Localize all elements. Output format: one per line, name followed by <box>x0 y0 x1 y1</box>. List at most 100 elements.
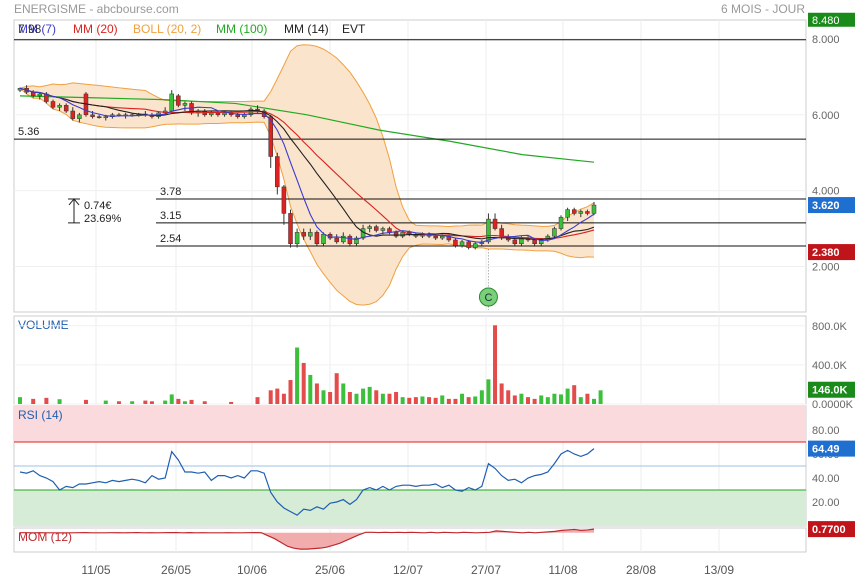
volume-bar <box>512 395 517 404</box>
top-price-badge <box>808 12 855 27</box>
candle-body <box>103 116 109 118</box>
volume-bar <box>453 398 458 404</box>
volume-bar <box>407 397 412 404</box>
x-tick-label: 11/05 <box>81 563 110 577</box>
volume-bar <box>532 398 537 404</box>
volume-bar <box>334 373 339 404</box>
candle-body <box>70 110 76 119</box>
panel-border-1 <box>13 315 807 405</box>
volume-bar <box>176 398 181 404</box>
rsi-title: RSI (14) <box>18 408 63 422</box>
volume-bar <box>473 396 478 404</box>
volume-bar <box>314 383 319 404</box>
price-tick-label: 4.000 <box>812 186 840 198</box>
x-tick-label: 27/07 <box>471 563 501 577</box>
candle-body <box>294 232 300 244</box>
volume-bar <box>374 390 379 404</box>
candle-body <box>341 235 346 243</box>
x-tick-label: 13/09 <box>704 563 734 577</box>
volume-tick-label: 800.0K <box>812 321 848 333</box>
candle-body <box>321 234 326 244</box>
x-tick-label: 12/07 <box>393 563 423 577</box>
candle-body <box>314 232 320 244</box>
price-panel: 8.000 6.000 4.000 2.000 5.36 3.78 3.15 2.54 0.74… <box>14 12 855 310</box>
range-percent-label: 23.69% <box>84 213 122 225</box>
volume-bar <box>341 383 346 404</box>
volume-bar <box>493 325 498 404</box>
volume-bar <box>552 393 557 404</box>
volume-title: VOLUME <box>18 318 69 332</box>
volume-last-badge-text: 146.0K <box>812 385 848 397</box>
x-axis: 11/05 26/05 10/06 25/06 12/07 27/07 11/08 28/08… <box>81 563 734 577</box>
mm100-line <box>19 95 595 163</box>
x-tick-label: 26/05 <box>161 563 191 577</box>
volume-tick-label: 400.0K <box>812 360 848 372</box>
volume-bar <box>143 400 148 404</box>
candle-body <box>440 235 445 239</box>
volume-bar <box>44 397 49 404</box>
volume-bar <box>565 388 570 404</box>
legend-item: MM (7) <box>18 22 56 36</box>
candle-body <box>466 241 471 248</box>
volume-bar <box>380 393 385 404</box>
volume-bar <box>506 390 511 404</box>
candle-body <box>90 114 95 117</box>
volume-bar <box>400 397 405 404</box>
candle-body <box>275 156 280 188</box>
candle-body <box>169 93 174 112</box>
candle-body <box>393 232 399 237</box>
candle-body <box>235 114 240 117</box>
candle-body <box>552 228 557 237</box>
volume-last-badge <box>808 381 855 398</box>
volume-bar <box>281 393 286 404</box>
candle-body <box>532 239 537 244</box>
volume-bar <box>189 399 194 404</box>
range-amount-label: 0.74€ <box>84 200 112 212</box>
candle-body <box>301 232 306 237</box>
candle-body <box>459 241 465 246</box>
candle-body <box>222 112 227 116</box>
legend-item: BOLL (20, 2) <box>133 22 201 36</box>
mom-line <box>20 528 595 550</box>
level-label: 3.78 <box>160 186 181 198</box>
volume-bar <box>545 397 550 404</box>
event-marker-label: C <box>484 292 492 304</box>
volume-bar <box>182 401 187 404</box>
mm20-line <box>19 87 595 240</box>
volume-bar <box>288 380 293 404</box>
volume-bar <box>539 395 544 404</box>
volume-bar <box>163 400 168 404</box>
volume-bar <box>598 390 603 404</box>
volume-bar <box>526 397 531 404</box>
volume-bar <box>268 390 273 404</box>
volume-bar <box>486 379 491 404</box>
candle-body <box>268 116 273 157</box>
candle-body <box>57 105 62 108</box>
volume-bar <box>308 374 313 404</box>
candle-body <box>176 95 181 106</box>
candle-body <box>571 209 577 214</box>
volume-bar <box>559 394 564 404</box>
volume-bar <box>519 393 524 404</box>
panel-border-0 <box>13 19 807 313</box>
volume-bar <box>361 388 366 404</box>
candle-body <box>63 105 69 112</box>
volume-bar <box>229 401 234 404</box>
candle-body <box>591 204 597 214</box>
candle-body <box>308 232 313 237</box>
volume-bar <box>18 397 22 404</box>
candle-body <box>209 112 214 116</box>
candle-body <box>512 239 518 244</box>
volume-bar <box>578 397 583 404</box>
legend-item: MM (100) <box>216 22 267 36</box>
rsi-line <box>19 448 595 516</box>
volume-bar <box>420 396 425 404</box>
volume-bar <box>347 392 352 404</box>
volume-bar <box>433 397 438 404</box>
volume-bar <box>499 383 504 404</box>
volume-bar <box>57 399 62 404</box>
volume-bar <box>83 399 88 404</box>
rsi-last-badge <box>808 440 855 457</box>
volume-bar <box>592 398 596 404</box>
candle-body <box>387 228 392 233</box>
